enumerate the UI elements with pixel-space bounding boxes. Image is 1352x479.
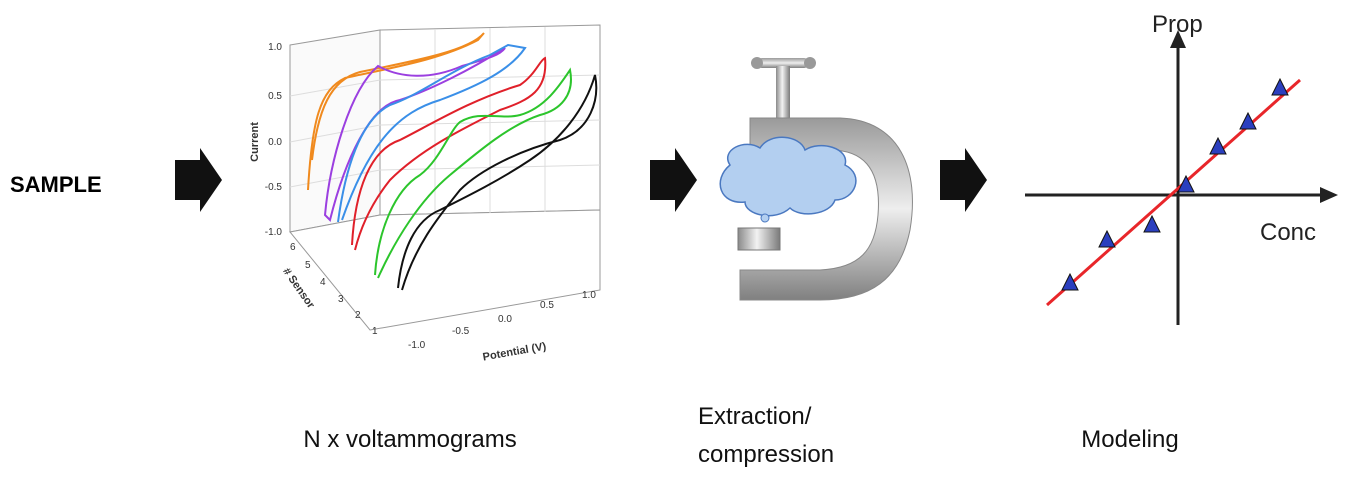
y-tick-label: 0.0 <box>268 137 282 148</box>
sensor-tick-label: 1 <box>372 326 378 337</box>
x-tick-label: -0.5 <box>452 326 470 337</box>
y-tick-label: -0.5 <box>265 182 283 193</box>
y-tick-label: 0.5 <box>268 91 282 102</box>
flow-arrow <box>940 148 987 212</box>
y-tick-label: -1.0 <box>265 227 283 238</box>
sensor-tick-label: 2 <box>355 310 361 321</box>
caption: compression <box>698 441 834 468</box>
x-tick-label: -1.0 <box>408 340 426 351</box>
cloud-bubble <box>761 214 769 222</box>
flow-arrow <box>650 148 697 212</box>
fit-line <box>1047 80 1300 305</box>
x-axis-label: Conc <box>1260 219 1316 246</box>
x-axis-label: Potential (V) <box>482 341 548 364</box>
y-tick-label: 1.0 <box>268 42 282 53</box>
y-axis-label: Current <box>249 122 261 162</box>
clamp-handle-end <box>751 57 763 69</box>
clamp-jaw <box>738 228 780 250</box>
diagram: SAMPLE 1.0 0.5 0.0 -0.5 -1.0 Current 6 5… <box>0 0 1352 479</box>
cloud <box>720 137 856 215</box>
sensor-axis-label: # Sensor <box>280 266 317 312</box>
axis-arrowhead <box>1320 187 1338 203</box>
point <box>1272 79 1288 95</box>
clamp-handle-end <box>804 57 816 69</box>
y-axis-label: Prop <box>1152 11 1203 38</box>
sensor-tick-label: 6 <box>290 242 296 253</box>
sample-label: SAMPLE <box>10 172 102 197</box>
sensor-tick-label: 3 <box>338 294 344 305</box>
floor <box>290 210 600 330</box>
points <box>1062 79 1288 290</box>
x-tick-label: 0.5 <box>540 300 554 311</box>
x-tick-label: 0.0 <box>498 314 512 325</box>
sensor-tick-label: 5 <box>305 260 311 271</box>
sensor-tick-label: 4 <box>320 277 326 288</box>
caption: N x voltammograms <box>303 426 516 453</box>
x-tick-label: 1.0 <box>582 290 596 301</box>
point <box>1099 231 1115 247</box>
voltammogram-plot: 1.0 0.5 0.0 -0.5 -1.0 Current 6 5 4 3 2 … <box>249 25 600 364</box>
flow-arrow <box>175 148 222 212</box>
clamp-screw <box>776 66 790 121</box>
caption: Extraction/ <box>698 403 812 430</box>
clamp-illustration <box>720 57 912 300</box>
point <box>1062 274 1078 290</box>
caption: Modeling <box>1081 426 1178 453</box>
modeling-plot: Prop Conc <box>1025 11 1338 325</box>
